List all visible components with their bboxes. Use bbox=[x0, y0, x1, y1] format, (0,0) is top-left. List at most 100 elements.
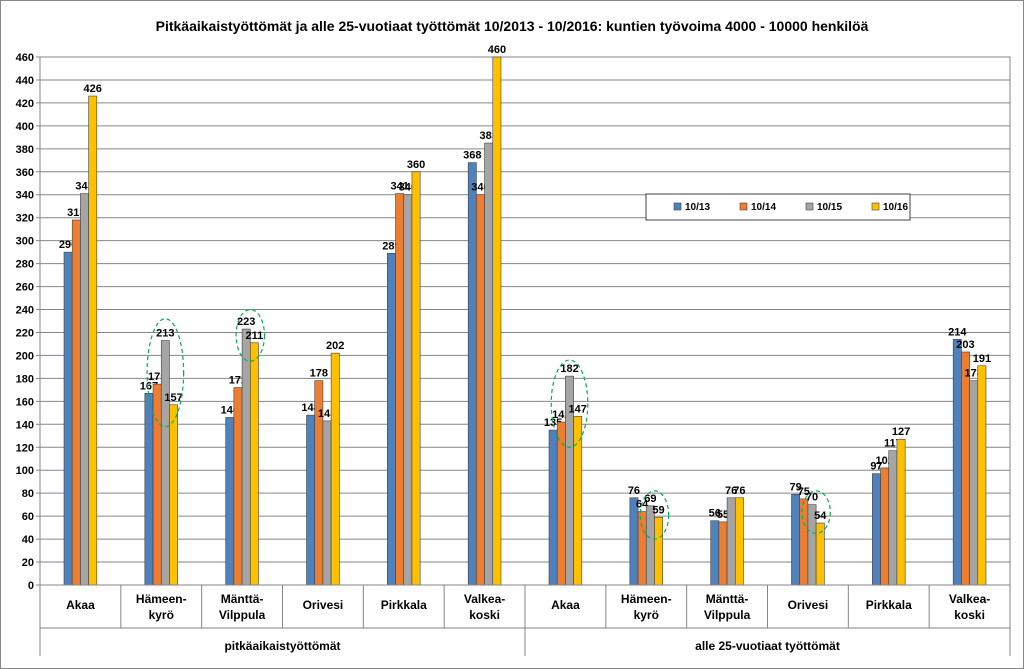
category-label: koski bbox=[954, 608, 985, 622]
bar bbox=[160, 340, 170, 586]
data-label: 54 bbox=[814, 510, 827, 522]
y-tick-label: 460 bbox=[16, 52, 34, 64]
bar bbox=[306, 414, 316, 586]
bar bbox=[467, 162, 477, 586]
data-label: 76 bbox=[628, 485, 640, 497]
highlight-ellipse bbox=[639, 490, 670, 540]
category-label: Hämeen- bbox=[136, 592, 187, 606]
data-label: 70 bbox=[806, 492, 818, 504]
highlight-ellipse bbox=[235, 308, 266, 362]
y-tick-label: 220 bbox=[16, 327, 34, 339]
legend-swatch bbox=[871, 202, 880, 211]
legend-swatch bbox=[739, 202, 748, 211]
y-tick-label: 160 bbox=[16, 396, 34, 408]
bar bbox=[710, 520, 720, 586]
group-label: pitkäaikaistyöttömät bbox=[224, 639, 340, 653]
y-tick-label: 380 bbox=[16, 144, 34, 156]
data-label: 178 bbox=[310, 368, 328, 380]
y-tick-label: 440 bbox=[16, 75, 34, 87]
legend-swatch bbox=[805, 202, 814, 211]
data-label: 55 bbox=[717, 509, 729, 521]
data-label: 214 bbox=[948, 326, 967, 338]
y-tick-label: 60 bbox=[22, 511, 34, 523]
y-tick-label: 20 bbox=[22, 557, 34, 569]
bar bbox=[249, 342, 259, 586]
bar bbox=[88, 95, 98, 586]
bar bbox=[969, 380, 979, 586]
category-label: Pirkkala bbox=[381, 598, 427, 612]
category-label: Orivesi bbox=[788, 598, 829, 612]
data-label: 157 bbox=[164, 392, 182, 404]
category-label: koski bbox=[469, 608, 500, 622]
category-label: Valkea- bbox=[949, 592, 990, 606]
data-label: 191 bbox=[973, 353, 991, 365]
bar bbox=[734, 497, 744, 586]
group-label: alle 25-vuotiaat työttömät bbox=[695, 639, 840, 653]
y-tick-label: 40 bbox=[22, 534, 34, 546]
data-label: 59 bbox=[652, 504, 664, 516]
y-tick-label: 80 bbox=[22, 488, 34, 500]
bar bbox=[718, 521, 728, 586]
data-label: 426 bbox=[84, 83, 102, 95]
data-label: 127 bbox=[892, 426, 910, 438]
category-label: Akaa bbox=[66, 598, 95, 612]
bar bbox=[144, 393, 154, 586]
legend-box bbox=[645, 193, 911, 221]
bar bbox=[977, 365, 987, 586]
data-label: 368 bbox=[463, 150, 481, 162]
data-label: 360 bbox=[407, 159, 425, 171]
category-label: Mänttä- bbox=[221, 592, 264, 606]
y-tick-label: 400 bbox=[16, 121, 34, 133]
category-label: kyrö bbox=[634, 608, 659, 622]
y-tick-label: 260 bbox=[16, 282, 34, 294]
legend-label: 10/16 bbox=[883, 202, 908, 213]
data-label: 97 bbox=[870, 461, 882, 473]
bar bbox=[645, 505, 655, 586]
y-tick-label: 100 bbox=[16, 465, 34, 477]
data-label: 76 bbox=[733, 485, 745, 497]
y-tick-label: 340 bbox=[16, 190, 34, 202]
category-label: Vilppula bbox=[219, 608, 266, 622]
bar bbox=[387, 252, 396, 586]
highlight-ellipse bbox=[146, 318, 185, 428]
bar bbox=[322, 420, 332, 586]
bar bbox=[80, 193, 89, 586]
y-tick-label: 200 bbox=[16, 350, 34, 362]
y-tick-label: 300 bbox=[16, 236, 34, 248]
y-tick-label: 140 bbox=[16, 419, 34, 431]
bar bbox=[791, 494, 801, 586]
category-label: Akaa bbox=[551, 598, 580, 612]
data-label: 69 bbox=[644, 493, 656, 505]
data-label: 56 bbox=[709, 508, 721, 520]
data-label: 79 bbox=[789, 481, 801, 493]
data-label: 75 bbox=[798, 486, 810, 498]
bar bbox=[71, 219, 81, 586]
bar bbox=[880, 467, 890, 586]
bar bbox=[799, 498, 809, 586]
legend-label: 10/15 bbox=[817, 202, 842, 213]
data-label: 223 bbox=[237, 316, 255, 328]
data-label: 203 bbox=[956, 339, 974, 351]
highlight-ellipse bbox=[801, 490, 831, 534]
highlight-ellipse bbox=[550, 359, 589, 448]
data-label: 211 bbox=[246, 330, 264, 342]
data-label: 202 bbox=[326, 340, 344, 352]
bar bbox=[888, 450, 898, 586]
bar bbox=[952, 339, 962, 586]
bar bbox=[233, 387, 243, 586]
bar bbox=[896, 438, 906, 586]
bar bbox=[637, 511, 647, 586]
bar bbox=[411, 171, 421, 586]
y-tick-label: 320 bbox=[16, 213, 34, 225]
bar bbox=[395, 193, 405, 586]
category-label: Mänttä- bbox=[706, 592, 749, 606]
bar bbox=[872, 473, 881, 586]
chart-title: Pitkäaikaistyöttömät ja alle 25-vuotiaat… bbox=[156, 18, 869, 34]
data-label: 341 bbox=[390, 181, 408, 193]
bar bbox=[492, 56, 502, 586]
bar bbox=[476, 194, 485, 586]
data-label: 460 bbox=[488, 44, 506, 56]
bar bbox=[654, 516, 663, 586]
bar bbox=[726, 497, 736, 586]
bar bbox=[573, 415, 583, 586]
